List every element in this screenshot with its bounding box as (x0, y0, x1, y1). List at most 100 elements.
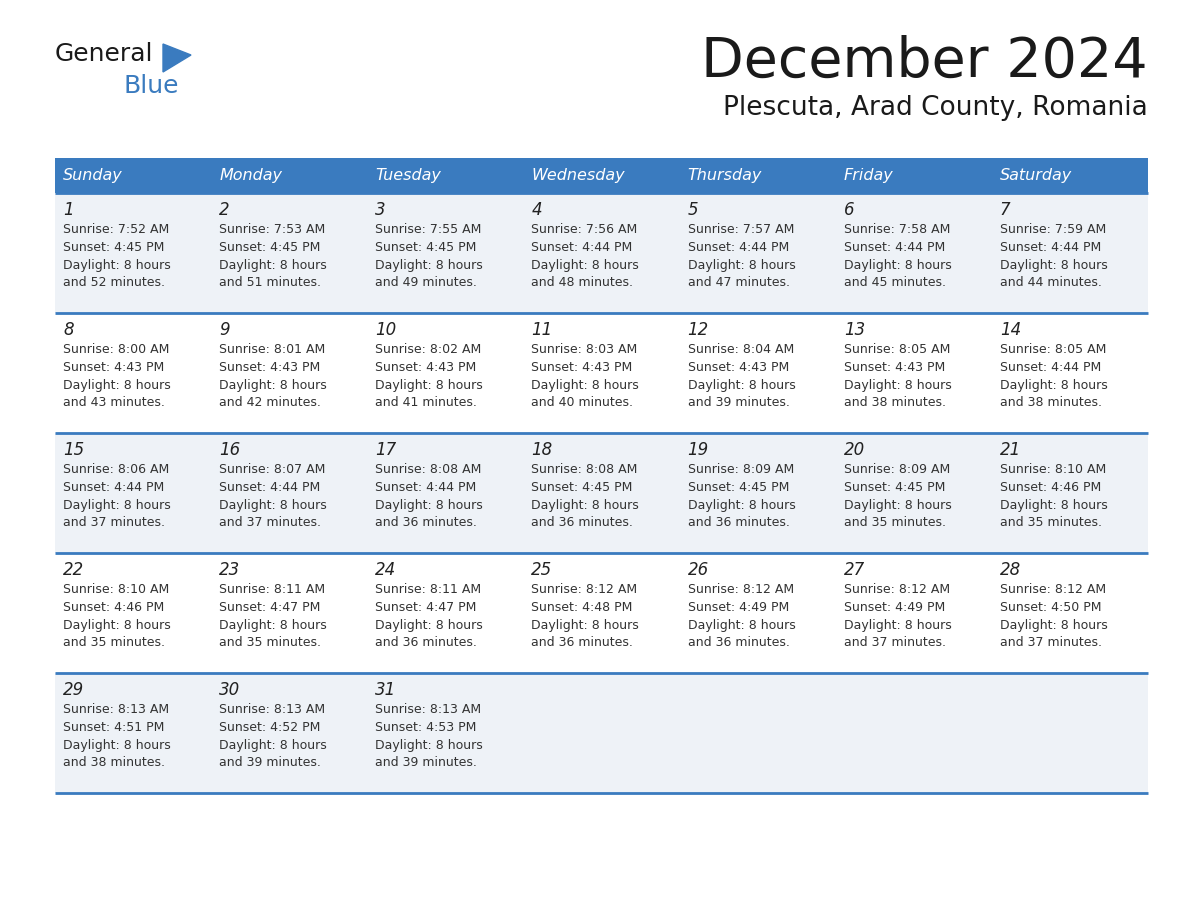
Text: 15: 15 (63, 441, 84, 459)
Text: and 35 minutes.: and 35 minutes. (63, 636, 165, 649)
Text: Daylight: 8 hours: Daylight: 8 hours (375, 619, 484, 632)
Text: Sunrise: 7:52 AM: Sunrise: 7:52 AM (63, 223, 169, 236)
Text: Daylight: 8 hours: Daylight: 8 hours (531, 619, 639, 632)
Text: Daylight: 8 hours: Daylight: 8 hours (1000, 499, 1107, 512)
Text: Sunrise: 7:59 AM: Sunrise: 7:59 AM (1000, 223, 1106, 236)
Text: 5: 5 (688, 201, 699, 219)
Text: Daylight: 8 hours: Daylight: 8 hours (1000, 379, 1107, 392)
Text: Daylight: 8 hours: Daylight: 8 hours (63, 259, 171, 272)
Text: Sunset: 4:46 PM: Sunset: 4:46 PM (1000, 481, 1101, 494)
Bar (680, 158, 835, 193)
Text: Sunrise: 8:13 AM: Sunrise: 8:13 AM (219, 703, 326, 716)
Text: and 37 minutes.: and 37 minutes. (843, 636, 946, 649)
Text: Daylight: 8 hours: Daylight: 8 hours (375, 379, 484, 392)
Text: and 41 minutes.: and 41 minutes. (375, 396, 478, 409)
Text: Sunrise: 8:12 AM: Sunrise: 8:12 AM (843, 583, 950, 596)
Text: Daylight: 8 hours: Daylight: 8 hours (219, 739, 327, 752)
Text: and 39 minutes.: and 39 minutes. (219, 756, 321, 769)
Text: Sunset: 4:43 PM: Sunset: 4:43 PM (375, 361, 476, 374)
Text: 16: 16 (219, 441, 240, 459)
Text: Thursday: Thursday (688, 168, 762, 183)
Text: 24: 24 (375, 561, 397, 579)
Text: 3: 3 (375, 201, 386, 219)
Text: Sunset: 4:48 PM: Sunset: 4:48 PM (531, 601, 633, 614)
Text: Sunset: 4:47 PM: Sunset: 4:47 PM (219, 601, 321, 614)
Text: Daylight: 8 hours: Daylight: 8 hours (63, 379, 171, 392)
Text: 14: 14 (1000, 321, 1022, 339)
Text: Friday: Friday (843, 168, 893, 183)
Text: Sunset: 4:43 PM: Sunset: 4:43 PM (688, 361, 789, 374)
Text: 13: 13 (843, 321, 865, 339)
Text: 31: 31 (375, 681, 397, 699)
Text: Sunrise: 8:12 AM: Sunrise: 8:12 AM (688, 583, 794, 596)
Text: and 36 minutes.: and 36 minutes. (375, 516, 478, 529)
Text: 28: 28 (1000, 561, 1022, 579)
Text: Sunset: 4:45 PM: Sunset: 4:45 PM (63, 241, 164, 254)
Text: Sunset: 4:45 PM: Sunset: 4:45 PM (843, 481, 946, 494)
Text: Sunset: 4:45 PM: Sunset: 4:45 PM (375, 241, 476, 254)
Text: Sunrise: 7:57 AM: Sunrise: 7:57 AM (688, 223, 794, 236)
Text: Daylight: 8 hours: Daylight: 8 hours (219, 619, 327, 632)
Text: Daylight: 8 hours: Daylight: 8 hours (219, 259, 327, 272)
Text: and 36 minutes.: and 36 minutes. (531, 636, 633, 649)
Text: Sunset: 4:47 PM: Sunset: 4:47 PM (375, 601, 476, 614)
Text: Sunset: 4:45 PM: Sunset: 4:45 PM (219, 241, 321, 254)
Text: Sunrise: 8:08 AM: Sunrise: 8:08 AM (375, 463, 481, 476)
Text: Sunrise: 7:55 AM: Sunrise: 7:55 AM (375, 223, 481, 236)
Text: and 36 minutes.: and 36 minutes. (688, 516, 790, 529)
Text: 26: 26 (688, 561, 709, 579)
Text: and 37 minutes.: and 37 minutes. (219, 516, 321, 529)
Text: Sunset: 4:44 PM: Sunset: 4:44 PM (63, 481, 164, 494)
Text: 1: 1 (63, 201, 74, 219)
Text: 6: 6 (843, 201, 854, 219)
Text: Sunrise: 8:10 AM: Sunrise: 8:10 AM (1000, 463, 1106, 476)
Text: 12: 12 (688, 321, 709, 339)
Text: Daylight: 8 hours: Daylight: 8 hours (219, 499, 327, 512)
Text: Sunset: 4:43 PM: Sunset: 4:43 PM (531, 361, 633, 374)
Bar (992, 158, 1148, 193)
Text: Sunrise: 8:07 AM: Sunrise: 8:07 AM (219, 463, 326, 476)
Text: 22: 22 (63, 561, 84, 579)
Text: and 35 minutes.: and 35 minutes. (1000, 516, 1101, 529)
Text: 9: 9 (219, 321, 229, 339)
Text: Daylight: 8 hours: Daylight: 8 hours (688, 259, 795, 272)
Text: Sunrise: 8:01 AM: Sunrise: 8:01 AM (219, 343, 326, 356)
Text: Sunset: 4:44 PM: Sunset: 4:44 PM (688, 241, 789, 254)
Bar (211, 158, 367, 193)
Text: Sunrise: 8:13 AM: Sunrise: 8:13 AM (375, 703, 481, 716)
Text: and 52 minutes.: and 52 minutes. (63, 276, 165, 289)
Text: Sunrise: 7:58 AM: Sunrise: 7:58 AM (843, 223, 950, 236)
Text: and 47 minutes.: and 47 minutes. (688, 276, 790, 289)
Text: and 39 minutes.: and 39 minutes. (375, 756, 478, 769)
Text: Sunrise: 8:10 AM: Sunrise: 8:10 AM (63, 583, 169, 596)
Text: Sunrise: 8:06 AM: Sunrise: 8:06 AM (63, 463, 169, 476)
Text: Saturday: Saturday (1000, 168, 1072, 183)
Text: and 45 minutes.: and 45 minutes. (843, 276, 946, 289)
Bar (55, 193, 1148, 313)
Text: 21: 21 (1000, 441, 1022, 459)
Text: Sunset: 4:51 PM: Sunset: 4:51 PM (63, 721, 164, 734)
Text: Daylight: 8 hours: Daylight: 8 hours (531, 499, 639, 512)
Text: and 48 minutes.: and 48 minutes. (531, 276, 633, 289)
Text: Daylight: 8 hours: Daylight: 8 hours (63, 619, 171, 632)
Text: Daylight: 8 hours: Daylight: 8 hours (843, 379, 952, 392)
Polygon shape (163, 44, 191, 72)
Text: 8: 8 (63, 321, 74, 339)
Text: and 36 minutes.: and 36 minutes. (375, 636, 478, 649)
Text: and 40 minutes.: and 40 minutes. (531, 396, 633, 409)
Text: and 39 minutes.: and 39 minutes. (688, 396, 790, 409)
Text: Sunset: 4:50 PM: Sunset: 4:50 PM (1000, 601, 1101, 614)
Text: Daylight: 8 hours: Daylight: 8 hours (63, 499, 171, 512)
Text: 25: 25 (531, 561, 552, 579)
Text: Daylight: 8 hours: Daylight: 8 hours (843, 259, 952, 272)
Text: and 36 minutes.: and 36 minutes. (531, 516, 633, 529)
Text: 27: 27 (843, 561, 865, 579)
Text: 29: 29 (63, 681, 84, 699)
Text: Daylight: 8 hours: Daylight: 8 hours (843, 619, 952, 632)
Text: and 51 minutes.: and 51 minutes. (219, 276, 321, 289)
Text: Sunrise: 8:04 AM: Sunrise: 8:04 AM (688, 343, 794, 356)
Text: Sunrise: 8:11 AM: Sunrise: 8:11 AM (375, 583, 481, 596)
Text: and 35 minutes.: and 35 minutes. (219, 636, 321, 649)
Text: 30: 30 (219, 681, 240, 699)
Text: Sunset: 4:44 PM: Sunset: 4:44 PM (1000, 241, 1101, 254)
